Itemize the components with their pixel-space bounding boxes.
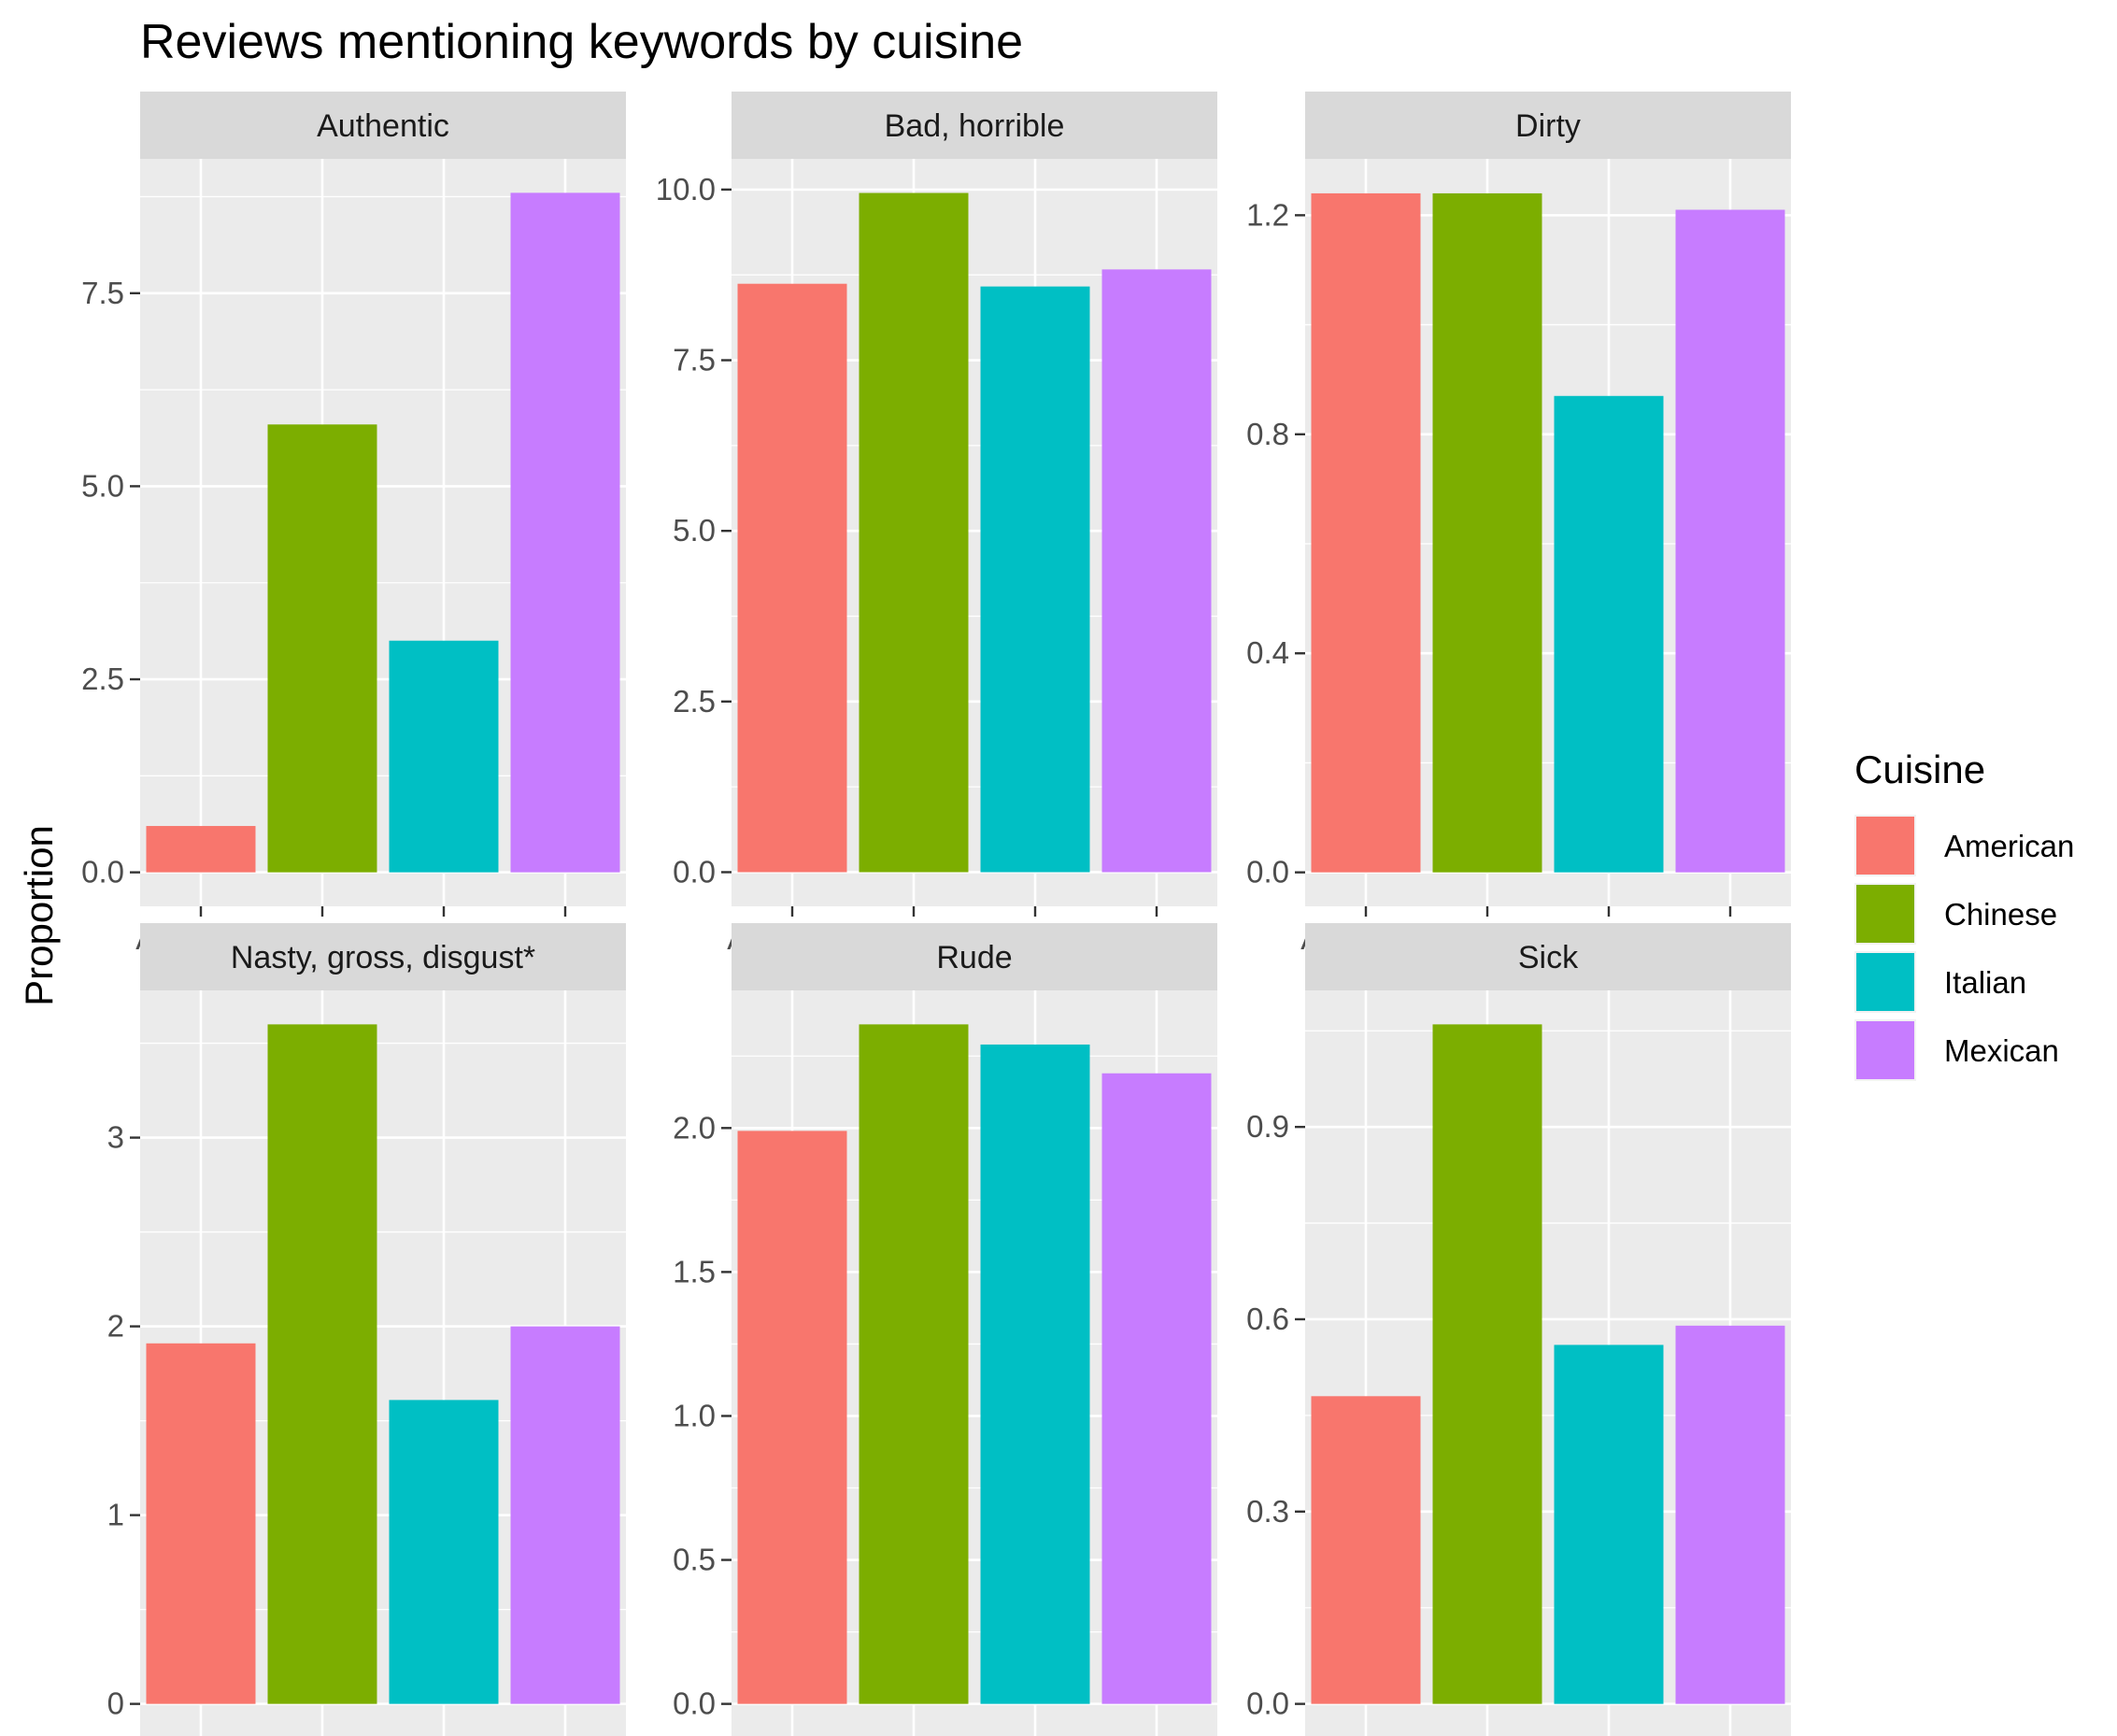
y-tick-label: 0.5 (673, 1543, 716, 1577)
y-tick-label: 1.5 (673, 1254, 716, 1288)
bar-authentic-chinese (267, 424, 377, 873)
bar-authentic-mexican (510, 192, 620, 873)
y-tick-label: 2.5 (673, 684, 716, 719)
bar-bad-horrible-italian (980, 286, 1090, 873)
bar-dirty-american (1311, 192, 1421, 873)
legend-items: American Chinese Italian Mexican (1854, 815, 2074, 1081)
legend-key-chinese (1856, 885, 1914, 943)
bar-dirty-mexican (1675, 209, 1785, 873)
facet-strip-label: Bad, horrible (885, 108, 1065, 144)
y-tick-label: 1.2 (1246, 197, 1289, 232)
y-tick-label: 0.3 (1246, 1494, 1289, 1529)
bar-bad-horrible-chinese (859, 192, 969, 873)
bar-rude-italian (980, 1044, 1090, 1704)
bar-rude-mexican (1101, 1073, 1212, 1704)
y-tick-label: 2.5 (81, 662, 124, 696)
bar-nasty-gross-disgust-chinese (267, 1024, 377, 1704)
facet-sick: Sick0.00.30.60.9AmericanChineseItalianMe… (1246, 923, 1791, 1736)
y-tick-label: 0.0 (81, 855, 124, 889)
facet-strip-label: Dirty (1515, 108, 1581, 144)
facet-panels: Authentic0.02.55.07.5AmericanChineseItal… (81, 92, 1791, 1736)
legend-label-italian: Italian (1944, 965, 2026, 1000)
y-tick-label: 0.9 (1246, 1109, 1289, 1144)
bar-authentic-american (146, 826, 256, 873)
y-tick-label: 0.0 (673, 1686, 716, 1721)
y-tick-label: 0.8 (1246, 417, 1289, 451)
facet-strip-label: Sick (1518, 940, 1579, 975)
facet-strip-bad-horrible (732, 92, 1217, 159)
bar-sick-chinese (1432, 1024, 1542, 1704)
bar-rude-american (737, 1131, 847, 1704)
y-tick-label: 5.0 (81, 468, 124, 503)
facet-strip-label: Rude (936, 940, 1012, 975)
y-tick-label: 1.0 (673, 1398, 716, 1432)
bar-sick-mexican (1675, 1325, 1785, 1704)
y-tick-label: 2 (107, 1309, 124, 1344)
y-tick-label: 5.0 (673, 513, 716, 548)
legend-label-american: American (1944, 829, 2074, 863)
bar-sick-american (1311, 1396, 1421, 1704)
y-tick-label: 7.5 (81, 276, 124, 310)
legend-title: Cuisine (1854, 747, 1985, 791)
bar-sick-italian (1554, 1345, 1664, 1704)
y-tick-label: 1 (107, 1498, 124, 1532)
y-tick-label: 0.4 (1246, 635, 1289, 670)
y-tick-label: 0.0 (1246, 1686, 1289, 1721)
legend-key-american (1856, 817, 1914, 875)
legend-key-italian (1856, 953, 1914, 1011)
bar-bad-horrible-mexican (1101, 269, 1212, 873)
legend-key-mexican (1856, 1021, 1914, 1079)
bar-authentic-italian (389, 640, 499, 873)
legend-label-mexican: Mexican (1944, 1033, 2059, 1068)
y-axis-title: Proportion (17, 825, 61, 1006)
facet-rude: Rude0.00.51.01.52.0AmericanChineseItalia… (673, 923, 1217, 1736)
y-tick-label: 7.5 (673, 343, 716, 377)
facet-strip-rude (732, 923, 1217, 990)
facet-bad-horrible: Bad, horrible0.02.55.07.510.0AmericanChi… (656, 92, 1217, 956)
facet-strip-authentic (140, 92, 626, 159)
bar-dirty-italian (1554, 395, 1664, 873)
legend: Cuisine American Chinese Italian Mexican (1854, 747, 2074, 1081)
y-tick-label: 3 (107, 1120, 124, 1155)
bar-bad-horrible-american (737, 283, 847, 873)
y-tick-label: 0.0 (1246, 855, 1289, 889)
y-tick-label: 10.0 (656, 172, 716, 206)
facet-strip-nasty-gross-disgust (140, 923, 626, 990)
facet-authentic: Authentic0.02.55.07.5AmericanChineseItal… (81, 92, 626, 956)
bar-nasty-gross-disgust-italian (389, 1400, 499, 1704)
chart-title: Reviews mentioning keywords by cuisine (140, 15, 1023, 69)
facet-strip-label: Nasty, gross, disgust* (231, 940, 535, 975)
y-tick-label: 0.6 (1246, 1302, 1289, 1336)
y-tick-label: 2.0 (673, 1110, 716, 1145)
y-tick-label: 0 (107, 1686, 124, 1721)
bar-rude-chinese (859, 1024, 969, 1704)
legend-label-chinese: Chinese (1944, 897, 2057, 932)
facet-nasty-gross-disgust: Nasty, gross, disgust*0123AmericanChines… (107, 923, 626, 1736)
bar-nasty-gross-disgust-american (146, 1343, 256, 1704)
y-tick-label: 0.0 (673, 854, 716, 889)
bar-nasty-gross-disgust-mexican (510, 1326, 620, 1704)
facet-strip-label: Authentic (317, 108, 449, 144)
bar-dirty-chinese (1432, 192, 1542, 873)
facet-dirty: Dirty0.00.40.81.2AmericanChineseItalianM… (1246, 92, 1791, 956)
facet-strip-sick (1305, 923, 1791, 990)
facet-strip-dirty (1305, 92, 1791, 159)
